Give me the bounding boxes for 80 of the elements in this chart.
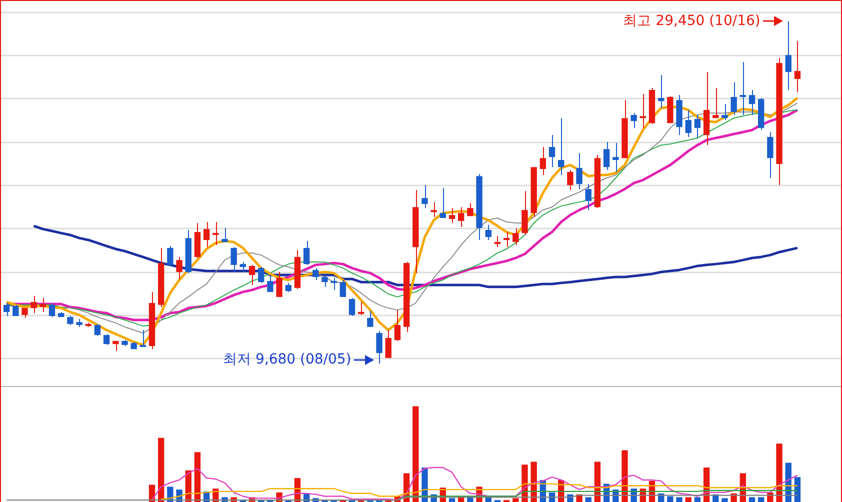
candlestick [603, 141, 610, 171]
candlestick [385, 330, 392, 358]
candlestick [785, 20, 792, 91]
candlestick [303, 240, 310, 266]
candlestick [348, 298, 356, 317]
candlestick [103, 334, 110, 346]
annotation: 최저 9,680 (08/05) [223, 351, 352, 368]
candlestick [94, 323, 101, 336]
bar [748, 497, 756, 502]
candlestick [630, 112, 637, 128]
bar [512, 498, 519, 502]
candlestick [694, 114, 701, 139]
candlestick [722, 104, 728, 120]
candlestick [612, 142, 619, 172]
candlestick [658, 74, 664, 109]
candlestick [712, 87, 719, 119]
bar [722, 498, 728, 502]
bar [667, 496, 674, 502]
candlestick [167, 246, 174, 266]
candlestick [203, 221, 210, 248]
candlestick [558, 118, 564, 176]
candlestick [467, 202, 474, 217]
annotation: 최고 29,450 (10/16) [623, 12, 760, 29]
bar [776, 444, 782, 502]
candlestick [576, 152, 582, 190]
candlestick [794, 40, 801, 93]
candlestick [485, 224, 492, 240]
candlestick [512, 228, 519, 246]
candlestick [22, 308, 28, 318]
candlestick [440, 188, 446, 218]
candlestick [730, 82, 737, 116]
candlestick [422, 184, 428, 208]
bar [676, 497, 682, 502]
candlestick [640, 94, 646, 128]
candlestick [767, 132, 774, 179]
candlestick [248, 264, 256, 286]
bar [685, 497, 692, 502]
candlestick [40, 298, 46, 313]
bar [694, 497, 701, 502]
candlestick [48, 302, 56, 318]
candlestick [585, 184, 592, 211]
candlestick [30, 295, 37, 314]
bar [194, 452, 201, 502]
candlestick [67, 316, 74, 326]
candlestick [448, 207, 456, 224]
candlestick [240, 261, 246, 273]
candlestick [522, 190, 528, 236]
candlestick [503, 232, 510, 248]
candlestick [340, 279, 346, 298]
candlestick [212, 221, 219, 246]
candlestick [548, 134, 556, 168]
candlestick [748, 90, 756, 116]
bar [448, 498, 456, 502]
candlestick [267, 274, 274, 292]
candlestick [540, 146, 546, 176]
candlestick [394, 309, 401, 342]
candlestick [176, 256, 182, 280]
candlestick [330, 277, 337, 291]
candlestick [3, 302, 10, 317]
candlestick [458, 206, 464, 228]
bar [158, 438, 164, 502]
candlestick [285, 282, 292, 292]
candlestick [567, 170, 574, 190]
candlestick [376, 330, 382, 364]
candlestick [367, 310, 374, 328]
bar [585, 497, 592, 502]
candlestick [358, 301, 364, 316]
candlestick [322, 274, 328, 288]
bar [758, 497, 764, 502]
candlestick [685, 109, 692, 138]
candlestick [740, 61, 746, 116]
candlestick [276, 272, 282, 298]
candlestick [222, 228, 228, 243]
candlestick [494, 236, 501, 248]
candlestick [140, 330, 146, 348]
candlestick [312, 268, 319, 280]
candlestick [258, 266, 264, 284]
candlestick [230, 246, 237, 273]
bar [412, 406, 419, 502]
candlestick [430, 202, 437, 218]
